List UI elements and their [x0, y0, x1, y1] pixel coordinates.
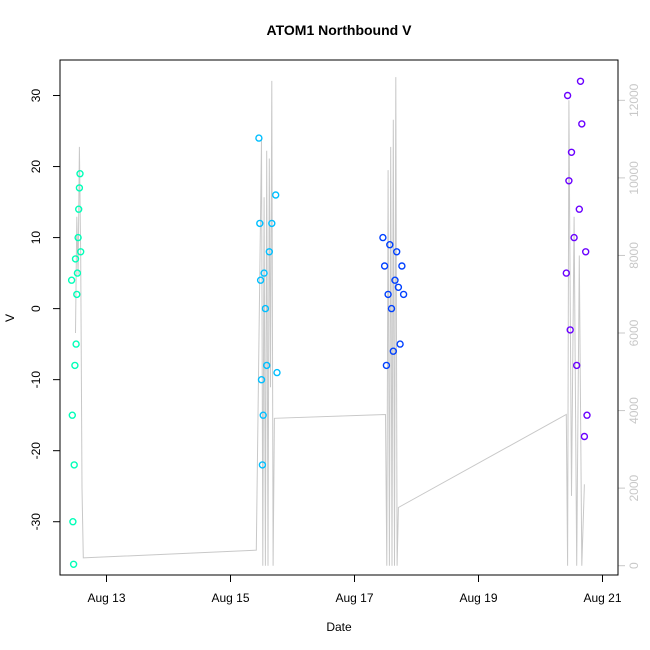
series-2-point-4: [386, 240, 394, 249]
series-1-point-11: [272, 191, 280, 199]
series-0-point-13: [76, 169, 84, 178]
series-3-point-5: [570, 233, 578, 242]
y-axis-label: V: [3, 314, 17, 322]
series-1-point-4: [258, 461, 267, 469]
series-0-point-10: [74, 233, 82, 242]
series-2-point-0: [379, 233, 387, 242]
series-0-point-5: [71, 361, 79, 370]
series-2-point-8: [393, 248, 401, 256]
axis-layer: Aug 13 Aug 15 Aug 17 Aug 19 Aug 21 -30 -20 -10 0…: [29, 83, 641, 605]
series-3-point-8: [576, 77, 585, 86]
series-3-point-1: [563, 91, 572, 100]
y2-tick-label-6: 12000: [627, 83, 641, 117]
series-0-point-0: [67, 276, 76, 284]
series-2-point-6: [389, 347, 397, 355]
x-tick-label-1: Aug 15: [211, 591, 249, 605]
series-4-line: [75, 77, 585, 566]
series-0-point-2: [69, 518, 77, 526]
x-tick-label-3: Aug 19: [459, 591, 497, 605]
series-2-point-2: [382, 361, 391, 370]
series-0-point-8: [73, 290, 81, 299]
y-tick-label-1: -20: [29, 442, 43, 460]
y-tick-label-4: 10: [29, 231, 43, 245]
series-2-point-10: [396, 340, 404, 348]
series-2-point-12: [399, 290, 408, 299]
series-1-point-5: [259, 411, 267, 419]
plot-frame: [59, 59, 619, 576]
x-tick-label-4: Aug 21: [583, 591, 621, 605]
series-1-point-12: [273, 368, 281, 377]
series-3-point-9: [578, 120, 586, 128]
series-0-point-4: [70, 461, 78, 469]
y2-tick-label-3: 6000: [627, 319, 641, 346]
series-3-point-4: [567, 148, 576, 157]
series-2-point-9: [394, 283, 403, 291]
series-layer: [67, 77, 591, 568]
chart-title: ATOM1 Northbound V: [267, 22, 413, 38]
y-tick-label-0: -30: [29, 513, 43, 531]
series-1-point-8: [263, 361, 271, 370]
series-3-point-11: [582, 248, 590, 256]
series-2-point-5: [387, 304, 396, 313]
y2-tick-label-2: 4000: [627, 397, 641, 424]
x-axis-label: Date: [326, 620, 352, 634]
series-2-point-7: [391, 276, 399, 284]
series-3-point-10: [580, 432, 589, 441]
series-3-point-7: [575, 205, 583, 213]
series-0-point-9: [73, 269, 82, 277]
series-0-point-14: [76, 248, 85, 256]
series-1-point-3: [257, 376, 266, 384]
series-1-point-6: [260, 269, 268, 277]
series-0-point-11: [74, 205, 83, 213]
series-0-point-12: [75, 184, 84, 192]
y2-tick-label-4: 8000: [627, 242, 641, 269]
series-3-point-2: [565, 177, 573, 185]
x-tick-label-0: Aug 13: [87, 591, 125, 605]
series-3-point-12: [583, 411, 591, 419]
x-tick-label-2: Aug 17: [335, 591, 373, 605]
series-0-point-1: [68, 411, 77, 419]
series-0-point-3: [69, 560, 78, 568]
y2-tick-label-0: 0: [627, 562, 641, 569]
y-tick-label-6: 30: [29, 89, 43, 103]
series-0-point-7: [72, 340, 80, 348]
y-tick-label-2: -10: [29, 371, 43, 389]
series-0-point-6: [71, 255, 80, 263]
y-tick-label-3: 0: [29, 305, 43, 312]
series-3-point-3: [566, 326, 574, 334]
y2-tick-label-1: 2000: [627, 474, 641, 501]
series-2-point-1: [380, 262, 389, 270]
y-tick-label-5: 20: [29, 160, 43, 174]
y2-tick-label-5: 10000: [627, 161, 641, 195]
series-2-point-11: [398, 262, 406, 270]
series-1-point-0: [255, 134, 263, 142]
series-3-point-0: [562, 269, 570, 277]
series-1-point-9: [265, 248, 273, 256]
series-1-point-7: [261, 304, 270, 313]
series-1-point-2: [256, 276, 265, 284]
series-3-point-6: [573, 361, 581, 370]
series-1-point-10: [268, 219, 276, 228]
series-1-point-1: [256, 219, 264, 228]
series-2-point-3: [384, 290, 392, 299]
